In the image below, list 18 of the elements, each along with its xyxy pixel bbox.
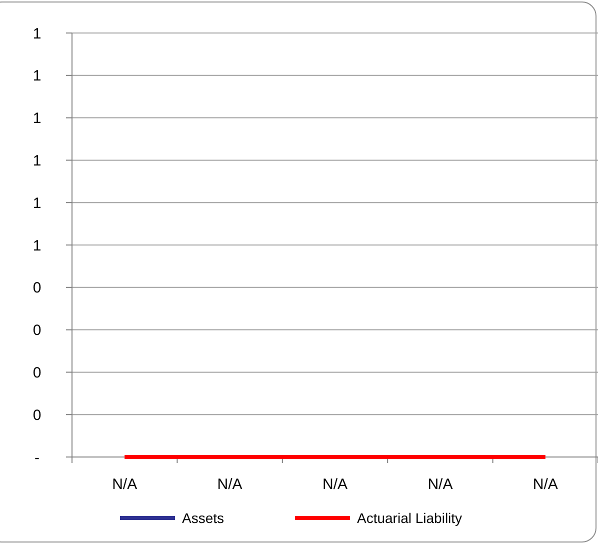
- x-tick-label: N/A: [428, 476, 453, 493]
- y-tick-label: 1: [32, 152, 42, 170]
- x-tick-label: N/A: [112, 476, 138, 493]
- y-tick-label: 1: [32, 194, 42, 212]
- x-tick-label: N/A: [322, 476, 348, 493]
- x-tick-label: N/A: [217, 476, 242, 493]
- y-tick-label: 0: [32, 364, 42, 382]
- y-tick-label: 0: [32, 406, 42, 424]
- y-tick-label: -: [34, 449, 40, 466]
- legend-label: Assets: [182, 510, 224, 526]
- legend-label: Actuarial Liability: [357, 510, 462, 526]
- y-tick-label: 1: [32, 110, 42, 128]
- y-tick-label: 0: [32, 322, 42, 340]
- y-tick-label: 1: [32, 68, 42, 85]
- x-tick-label: N/A: [532, 476, 558, 493]
- y-tick-label: 0: [32, 280, 42, 297]
- y-tick-label: 1: [32, 237, 42, 254]
- y-tick-label: 1: [32, 25, 42, 42]
